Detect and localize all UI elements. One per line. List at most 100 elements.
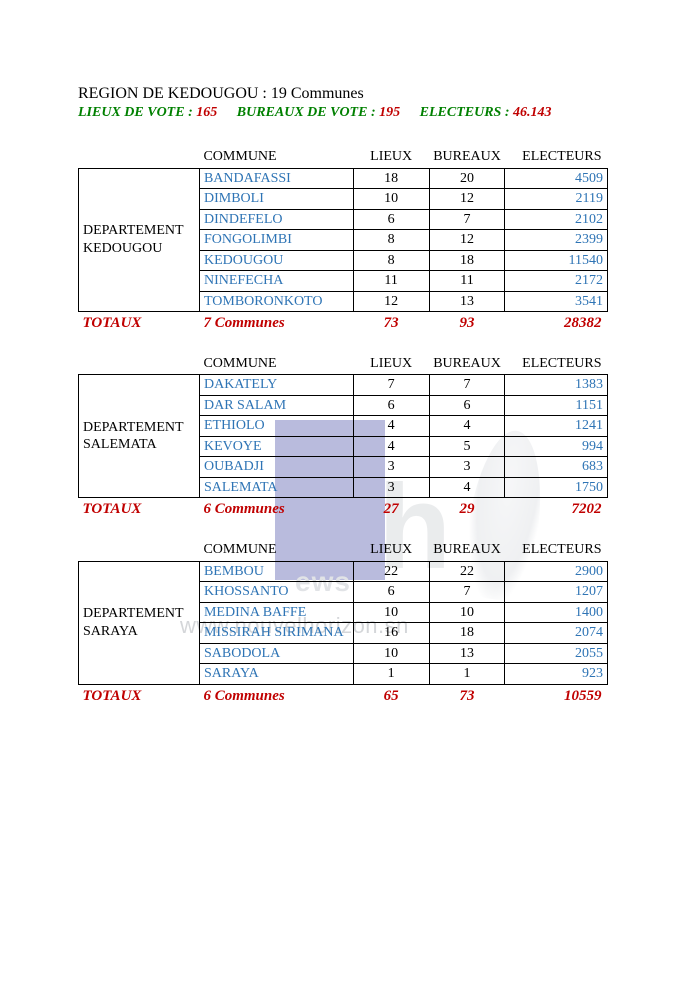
bureaux-cell: 13 [429, 291, 505, 312]
table-header-commune: COMMUNE [199, 147, 353, 168]
totaux-communes: 7 Communes [199, 312, 353, 334]
electeurs-cell: 1151 [505, 395, 608, 416]
totaux-lieux: 65 [353, 684, 429, 706]
commune-cell: SARAYA [199, 664, 353, 685]
bureaux-cell: 22 [429, 561, 505, 582]
lieux-cell: 22 [353, 561, 429, 582]
electeurs-cell: 2102 [505, 209, 608, 230]
totaux-lieux: 73 [353, 312, 429, 334]
bureaux-cell: 3 [429, 457, 505, 478]
summary-sep: : [367, 105, 379, 120]
departement-name-cell: DEPARTEMENTKEDOUGOU [79, 168, 200, 312]
electeurs-cell: 11540 [505, 250, 608, 271]
commune-cell: TOMBORONKOTO [199, 291, 353, 312]
table-header-lieux: LIEUX [353, 540, 429, 561]
table-header-blank [79, 540, 200, 561]
commune-cell: NINEFECHA [199, 271, 353, 292]
bureaux-cell: 6 [429, 395, 505, 416]
lieux-cell: 8 [353, 230, 429, 251]
dept-name-line1: DEPARTEMENT [83, 420, 184, 435]
electeurs-cell: 2119 [505, 189, 608, 210]
table-header-row: COMMUNELIEUXBUREAUXELECTEURS [79, 147, 608, 168]
commune-cell: ETHIOLO [199, 416, 353, 437]
lieux-cell: 3 [353, 457, 429, 478]
table-header-bureaux: BUREAUX [429, 147, 505, 168]
bureaux-cell: 7 [429, 209, 505, 230]
region-title: REGION DE KEDOUGOU : 19 Communes [78, 85, 624, 103]
electeurs-cell: 3541 [505, 291, 608, 312]
departement-table: COMMUNELIEUXBUREAUXELECTEURSDEPARTEMENTS… [78, 354, 608, 520]
commune-cell: KHOSSANTO [199, 582, 353, 603]
totaux-lieux: 27 [353, 498, 429, 520]
electeurs-cell: 4509 [505, 168, 608, 189]
bureaux-cell: 5 [429, 436, 505, 457]
electeurs-cell: 1207 [505, 582, 608, 603]
dept-name-line1: DEPARTEMENT [83, 606, 184, 621]
commune-cell: DIMBOLI [199, 189, 353, 210]
commune-cell: SABODOLA [199, 643, 353, 664]
table-header-electeurs: ELECTEURS [505, 540, 608, 561]
tables-container: COMMUNELIEUXBUREAUXELECTEURSDEPARTEMENTK… [78, 147, 624, 706]
departement-table: COMMUNELIEUXBUREAUXELECTEURSDEPARTEMENTS… [78, 540, 608, 706]
commune-cell: KEVOYE [199, 436, 353, 457]
electeurs-cell: 1241 [505, 416, 608, 437]
summary-bureaux-label: BUREAUX DE VOTE [237, 105, 368, 120]
bureaux-cell: 11 [429, 271, 505, 292]
lieux-cell: 18 [353, 168, 429, 189]
table-header-bureaux: BUREAUX [429, 354, 505, 375]
document-page: REGION DE KEDOUGOU : 19 Communes LIEUX D… [0, 0, 699, 706]
table-header-electeurs: ELECTEURS [505, 354, 608, 375]
commune-cell: BEMBOU [199, 561, 353, 582]
lieux-cell: 7 [353, 375, 429, 396]
electeurs-cell: 2055 [505, 643, 608, 664]
summary-lieux-value: 165 [196, 105, 217, 120]
totaux-label: TOTAUX [79, 684, 200, 706]
table-row: DEPARTEMENTSARAYABEMBOU22222900 [79, 561, 608, 582]
table-row: DEPARTEMENTKEDOUGOUBANDAFASSI18204509 [79, 168, 608, 189]
totaux-row: TOTAUX6 Communes657310559 [79, 684, 608, 706]
electeurs-cell: 683 [505, 457, 608, 478]
bureaux-cell: 12 [429, 230, 505, 251]
electeurs-cell: 2074 [505, 623, 608, 644]
electeurs-cell: 994 [505, 436, 608, 457]
totaux-bureaux: 73 [429, 684, 505, 706]
bureaux-cell: 4 [429, 416, 505, 437]
lieux-cell: 10 [353, 189, 429, 210]
summary-line: LIEUX DE VOTE : 165 BUREAUX DE VOTE : 19… [78, 105, 624, 121]
commune-cell: FONGOLIMBI [199, 230, 353, 251]
table-header-blank [79, 354, 200, 375]
table-header-lieux: LIEUX [353, 147, 429, 168]
electeurs-cell: 1383 [505, 375, 608, 396]
table-header-row: COMMUNELIEUXBUREAUXELECTEURS [79, 540, 608, 561]
bureaux-cell: 18 [429, 250, 505, 271]
lieux-cell: 10 [353, 602, 429, 623]
departement-name-cell: DEPARTEMENTSALEMATA [79, 375, 200, 498]
dept-name-line1: DEPARTEMENT [83, 223, 184, 238]
totaux-row: TOTAUX7 Communes739328382 [79, 312, 608, 334]
bureaux-cell: 7 [429, 582, 505, 603]
totaux-electeurs: 7202 [505, 498, 608, 520]
lieux-cell: 11 [353, 271, 429, 292]
departement-name-cell: DEPARTEMENT SARAYA [79, 561, 200, 684]
bureaux-cell: 12 [429, 189, 505, 210]
commune-cell: DAKATELY [199, 375, 353, 396]
totaux-electeurs: 28382 [505, 312, 608, 334]
bureaux-cell: 18 [429, 623, 505, 644]
table-header-commune: COMMUNE [199, 540, 353, 561]
lieux-cell: 4 [353, 436, 429, 457]
electeurs-cell: 2399 [505, 230, 608, 251]
commune-cell: DINDEFELO [199, 209, 353, 230]
table-row: DEPARTEMENTSALEMATADAKATELY771383 [79, 375, 608, 396]
lieux-cell: 8 [353, 250, 429, 271]
totaux-label: TOTAUX [79, 312, 200, 334]
dept-name-line2: SARAYA [83, 624, 138, 639]
commune-cell: KEDOUGOU [199, 250, 353, 271]
bureaux-cell: 13 [429, 643, 505, 664]
totaux-bureaux: 29 [429, 498, 505, 520]
departement-table: COMMUNELIEUXBUREAUXELECTEURSDEPARTEMENTK… [78, 147, 608, 334]
totaux-communes: 6 Communes [199, 684, 353, 706]
commune-cell: MEDINA BAFFE [199, 602, 353, 623]
bureaux-cell: 20 [429, 168, 505, 189]
electeurs-cell: 2172 [505, 271, 608, 292]
electeurs-cell: 1750 [505, 477, 608, 498]
